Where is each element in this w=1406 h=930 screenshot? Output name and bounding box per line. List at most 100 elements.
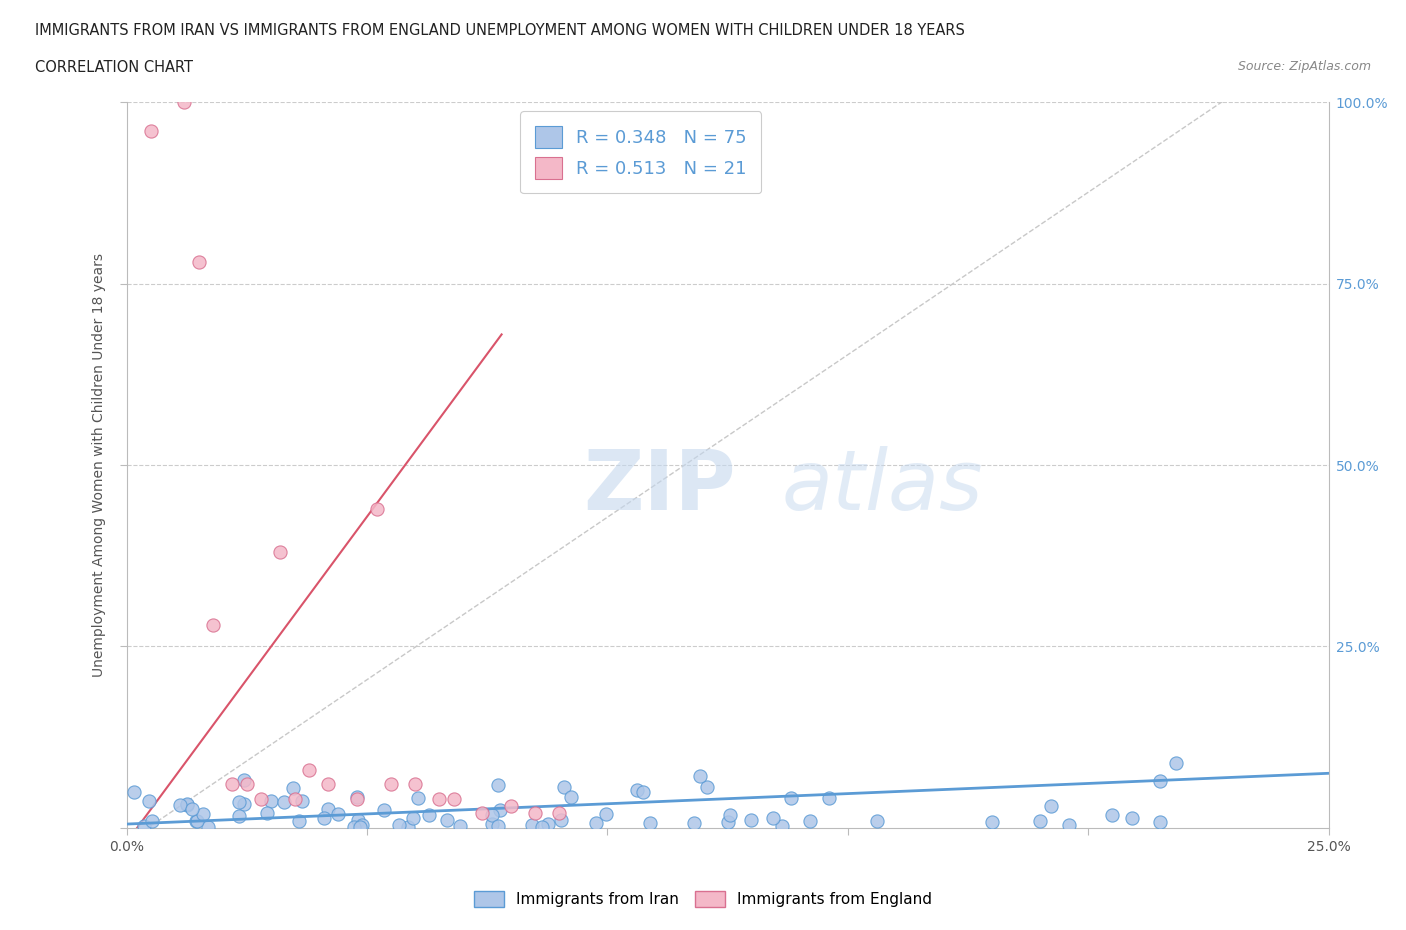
Point bbox=[202, 618, 225, 632]
Point bbox=[770, 818, 793, 833]
Point bbox=[817, 790, 839, 805]
Point bbox=[683, 816, 706, 830]
Point bbox=[373, 802, 395, 817]
Point bbox=[197, 819, 219, 834]
Point bbox=[193, 807, 215, 822]
Point bbox=[186, 814, 208, 829]
Point bbox=[346, 791, 368, 806]
Point bbox=[486, 777, 509, 792]
Point bbox=[1149, 773, 1171, 788]
Point bbox=[762, 810, 785, 825]
Point bbox=[173, 95, 195, 110]
Point bbox=[235, 777, 259, 791]
Point bbox=[1029, 814, 1052, 829]
Point bbox=[550, 812, 572, 827]
Point bbox=[250, 791, 273, 806]
Point bbox=[553, 779, 575, 794]
Point bbox=[718, 807, 741, 822]
Point bbox=[1164, 755, 1187, 770]
Point bbox=[396, 819, 419, 834]
Point bbox=[124, 784, 146, 799]
Text: Source: ZipAtlas.com: Source: ZipAtlas.com bbox=[1237, 60, 1371, 73]
Point bbox=[501, 799, 523, 814]
Point bbox=[1040, 798, 1063, 813]
Point bbox=[631, 785, 654, 800]
Point bbox=[139, 124, 162, 139]
Point bbox=[488, 803, 510, 817]
Point bbox=[981, 814, 1004, 829]
Point bbox=[481, 807, 503, 822]
Point bbox=[221, 777, 243, 791]
Point bbox=[530, 819, 553, 834]
Point bbox=[380, 777, 402, 791]
Legend: Immigrants from Iran, Immigrants from England: Immigrants from Iran, Immigrants from En… bbox=[468, 884, 938, 913]
Point bbox=[346, 790, 368, 804]
Point bbox=[328, 806, 350, 821]
Point bbox=[350, 818, 373, 833]
Point bbox=[640, 816, 662, 830]
Point bbox=[288, 814, 311, 829]
Text: CORRELATION CHART: CORRELATION CHART bbox=[35, 60, 193, 75]
Point bbox=[228, 809, 250, 824]
Point bbox=[314, 810, 336, 825]
Point bbox=[626, 783, 648, 798]
Point bbox=[343, 819, 366, 834]
Point bbox=[865, 813, 887, 828]
Text: ZIP: ZIP bbox=[583, 446, 735, 527]
Point bbox=[1101, 808, 1123, 823]
Point bbox=[318, 777, 340, 791]
Point bbox=[402, 811, 425, 826]
Point bbox=[256, 805, 278, 820]
Point bbox=[273, 795, 295, 810]
Point bbox=[522, 817, 544, 832]
Point bbox=[186, 813, 208, 828]
Point bbox=[780, 790, 803, 805]
Point bbox=[471, 805, 494, 820]
Point bbox=[436, 813, 458, 828]
Point bbox=[187, 255, 209, 270]
Point bbox=[134, 818, 156, 833]
Text: atlas: atlas bbox=[782, 446, 983, 527]
Point bbox=[269, 545, 291, 560]
Point bbox=[1057, 818, 1080, 833]
Point bbox=[1121, 810, 1143, 825]
Point bbox=[481, 817, 503, 831]
Point bbox=[141, 814, 163, 829]
Point bbox=[291, 793, 314, 808]
Point bbox=[537, 817, 560, 831]
Point bbox=[169, 798, 191, 813]
Point bbox=[404, 777, 426, 791]
Point bbox=[181, 802, 204, 817]
Point bbox=[1149, 815, 1171, 830]
Point bbox=[689, 768, 711, 783]
Point bbox=[176, 797, 198, 812]
Point bbox=[233, 772, 256, 787]
Point bbox=[228, 794, 250, 809]
Point bbox=[318, 802, 340, 817]
Point bbox=[366, 501, 388, 516]
Point bbox=[548, 805, 571, 820]
Point bbox=[427, 791, 450, 806]
Point bbox=[388, 818, 411, 833]
Point bbox=[176, 798, 198, 813]
Y-axis label: Unemployment Among Women with Children Under 18 years: Unemployment Among Women with Children U… bbox=[93, 253, 107, 677]
Point bbox=[281, 780, 304, 795]
Point bbox=[595, 807, 617, 822]
Text: IMMIGRANTS FROM IRAN VS IMMIGRANTS FROM ENGLAND UNEMPLOYMENT AMONG WOMEN WITH CH: IMMIGRANTS FROM IRAN VS IMMIGRANTS FROM … bbox=[35, 23, 965, 38]
Point bbox=[740, 813, 762, 828]
Point bbox=[524, 805, 547, 820]
Legend: R = 0.348   N = 75, R = 0.513   N = 21: R = 0.348 N = 75, R = 0.513 N = 21 bbox=[520, 112, 761, 193]
Point bbox=[138, 793, 160, 808]
Point bbox=[560, 790, 582, 804]
Point bbox=[486, 818, 509, 833]
Point bbox=[418, 808, 440, 823]
Point bbox=[232, 796, 254, 811]
Point bbox=[346, 812, 368, 827]
Point bbox=[298, 763, 321, 777]
Point bbox=[406, 790, 429, 805]
Point bbox=[585, 816, 607, 830]
Point bbox=[284, 791, 307, 806]
Point bbox=[449, 818, 471, 833]
Point bbox=[799, 814, 821, 829]
Point bbox=[349, 819, 371, 834]
